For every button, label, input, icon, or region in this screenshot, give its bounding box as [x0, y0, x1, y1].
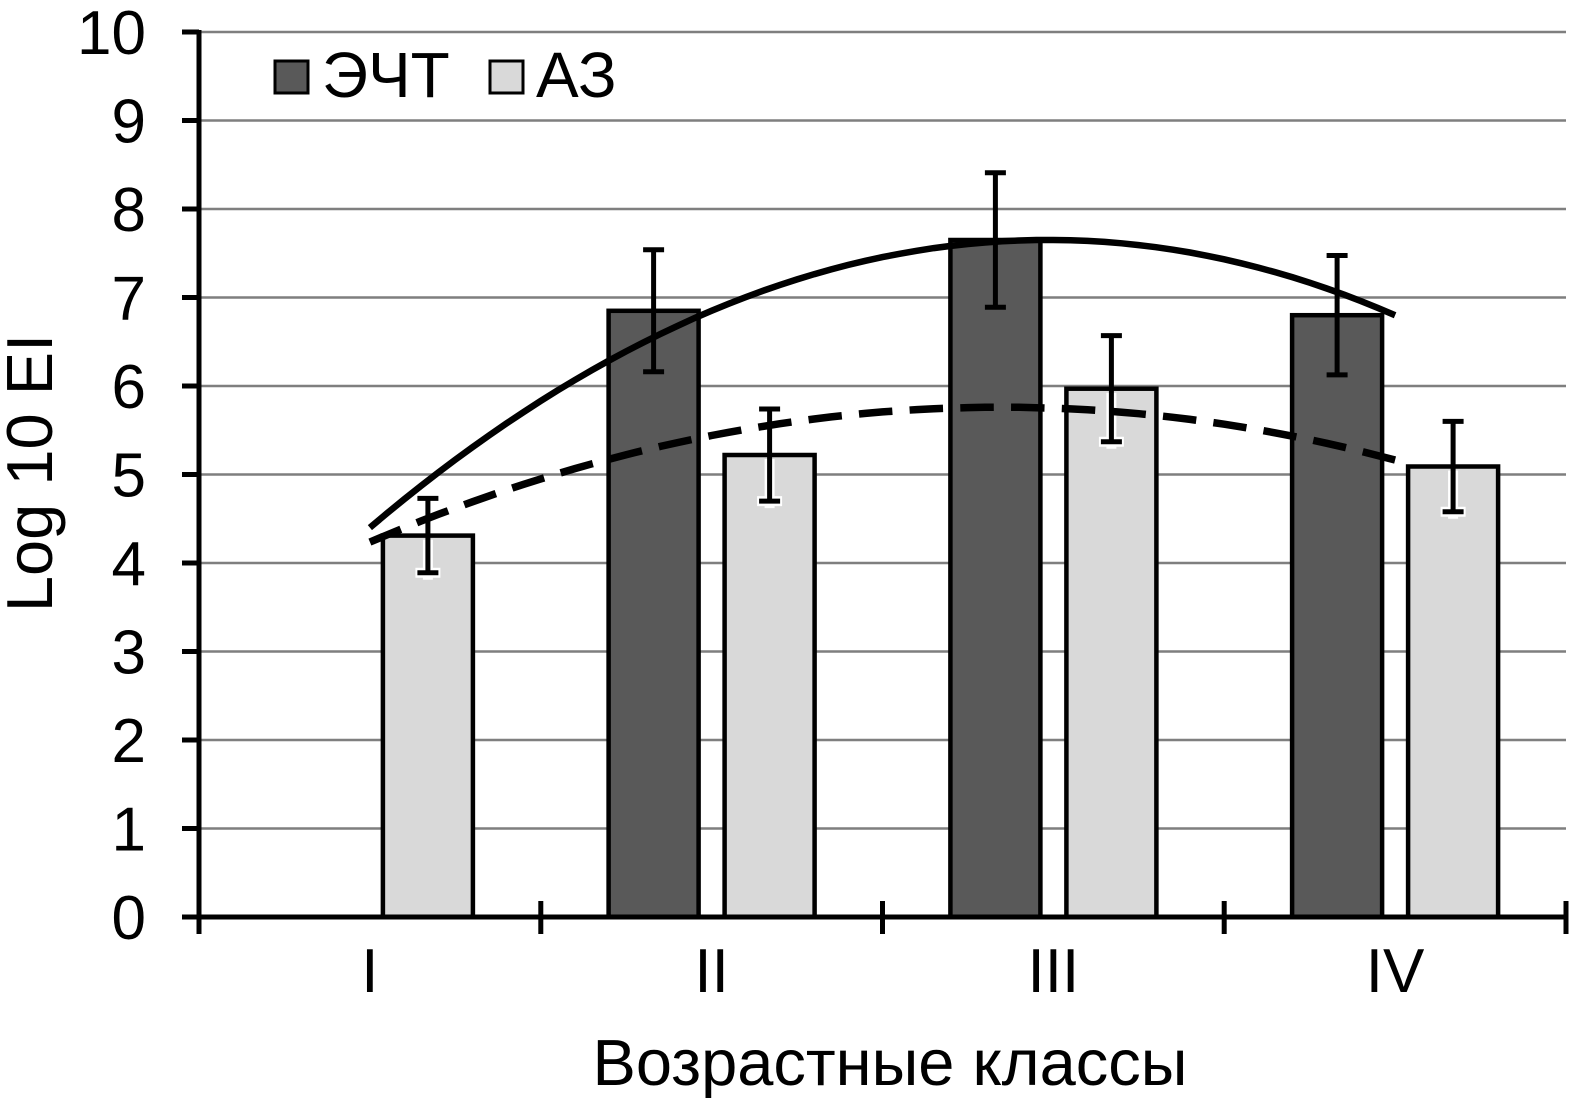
svg-text:4: 4	[112, 530, 146, 599]
svg-text:III: III	[1028, 937, 1080, 1006]
svg-text:8: 8	[112, 176, 146, 245]
svg-text:2: 2	[112, 707, 146, 776]
svg-text:IV: IV	[1366, 937, 1425, 1006]
svg-text:7: 7	[112, 265, 146, 334]
svg-text:10: 10	[77, 0, 146, 68]
svg-text:3: 3	[112, 619, 146, 688]
svg-text:I: I	[361, 937, 378, 1006]
svg-text:1: 1	[112, 796, 146, 865]
svg-text:Возрастные классы: Возрастные классы	[593, 1026, 1188, 1098]
svg-text:9: 9	[112, 88, 146, 157]
svg-text:Log 10 EI: Log 10 EI	[0, 334, 66, 612]
svg-text:II: II	[694, 937, 728, 1006]
svg-text:5: 5	[112, 442, 146, 511]
svg-text:6: 6	[112, 353, 146, 422]
svg-text:АЗ: АЗ	[536, 39, 617, 111]
svg-text:0: 0	[112, 884, 146, 953]
svg-text:ЭЧТ: ЭЧТ	[322, 39, 450, 111]
